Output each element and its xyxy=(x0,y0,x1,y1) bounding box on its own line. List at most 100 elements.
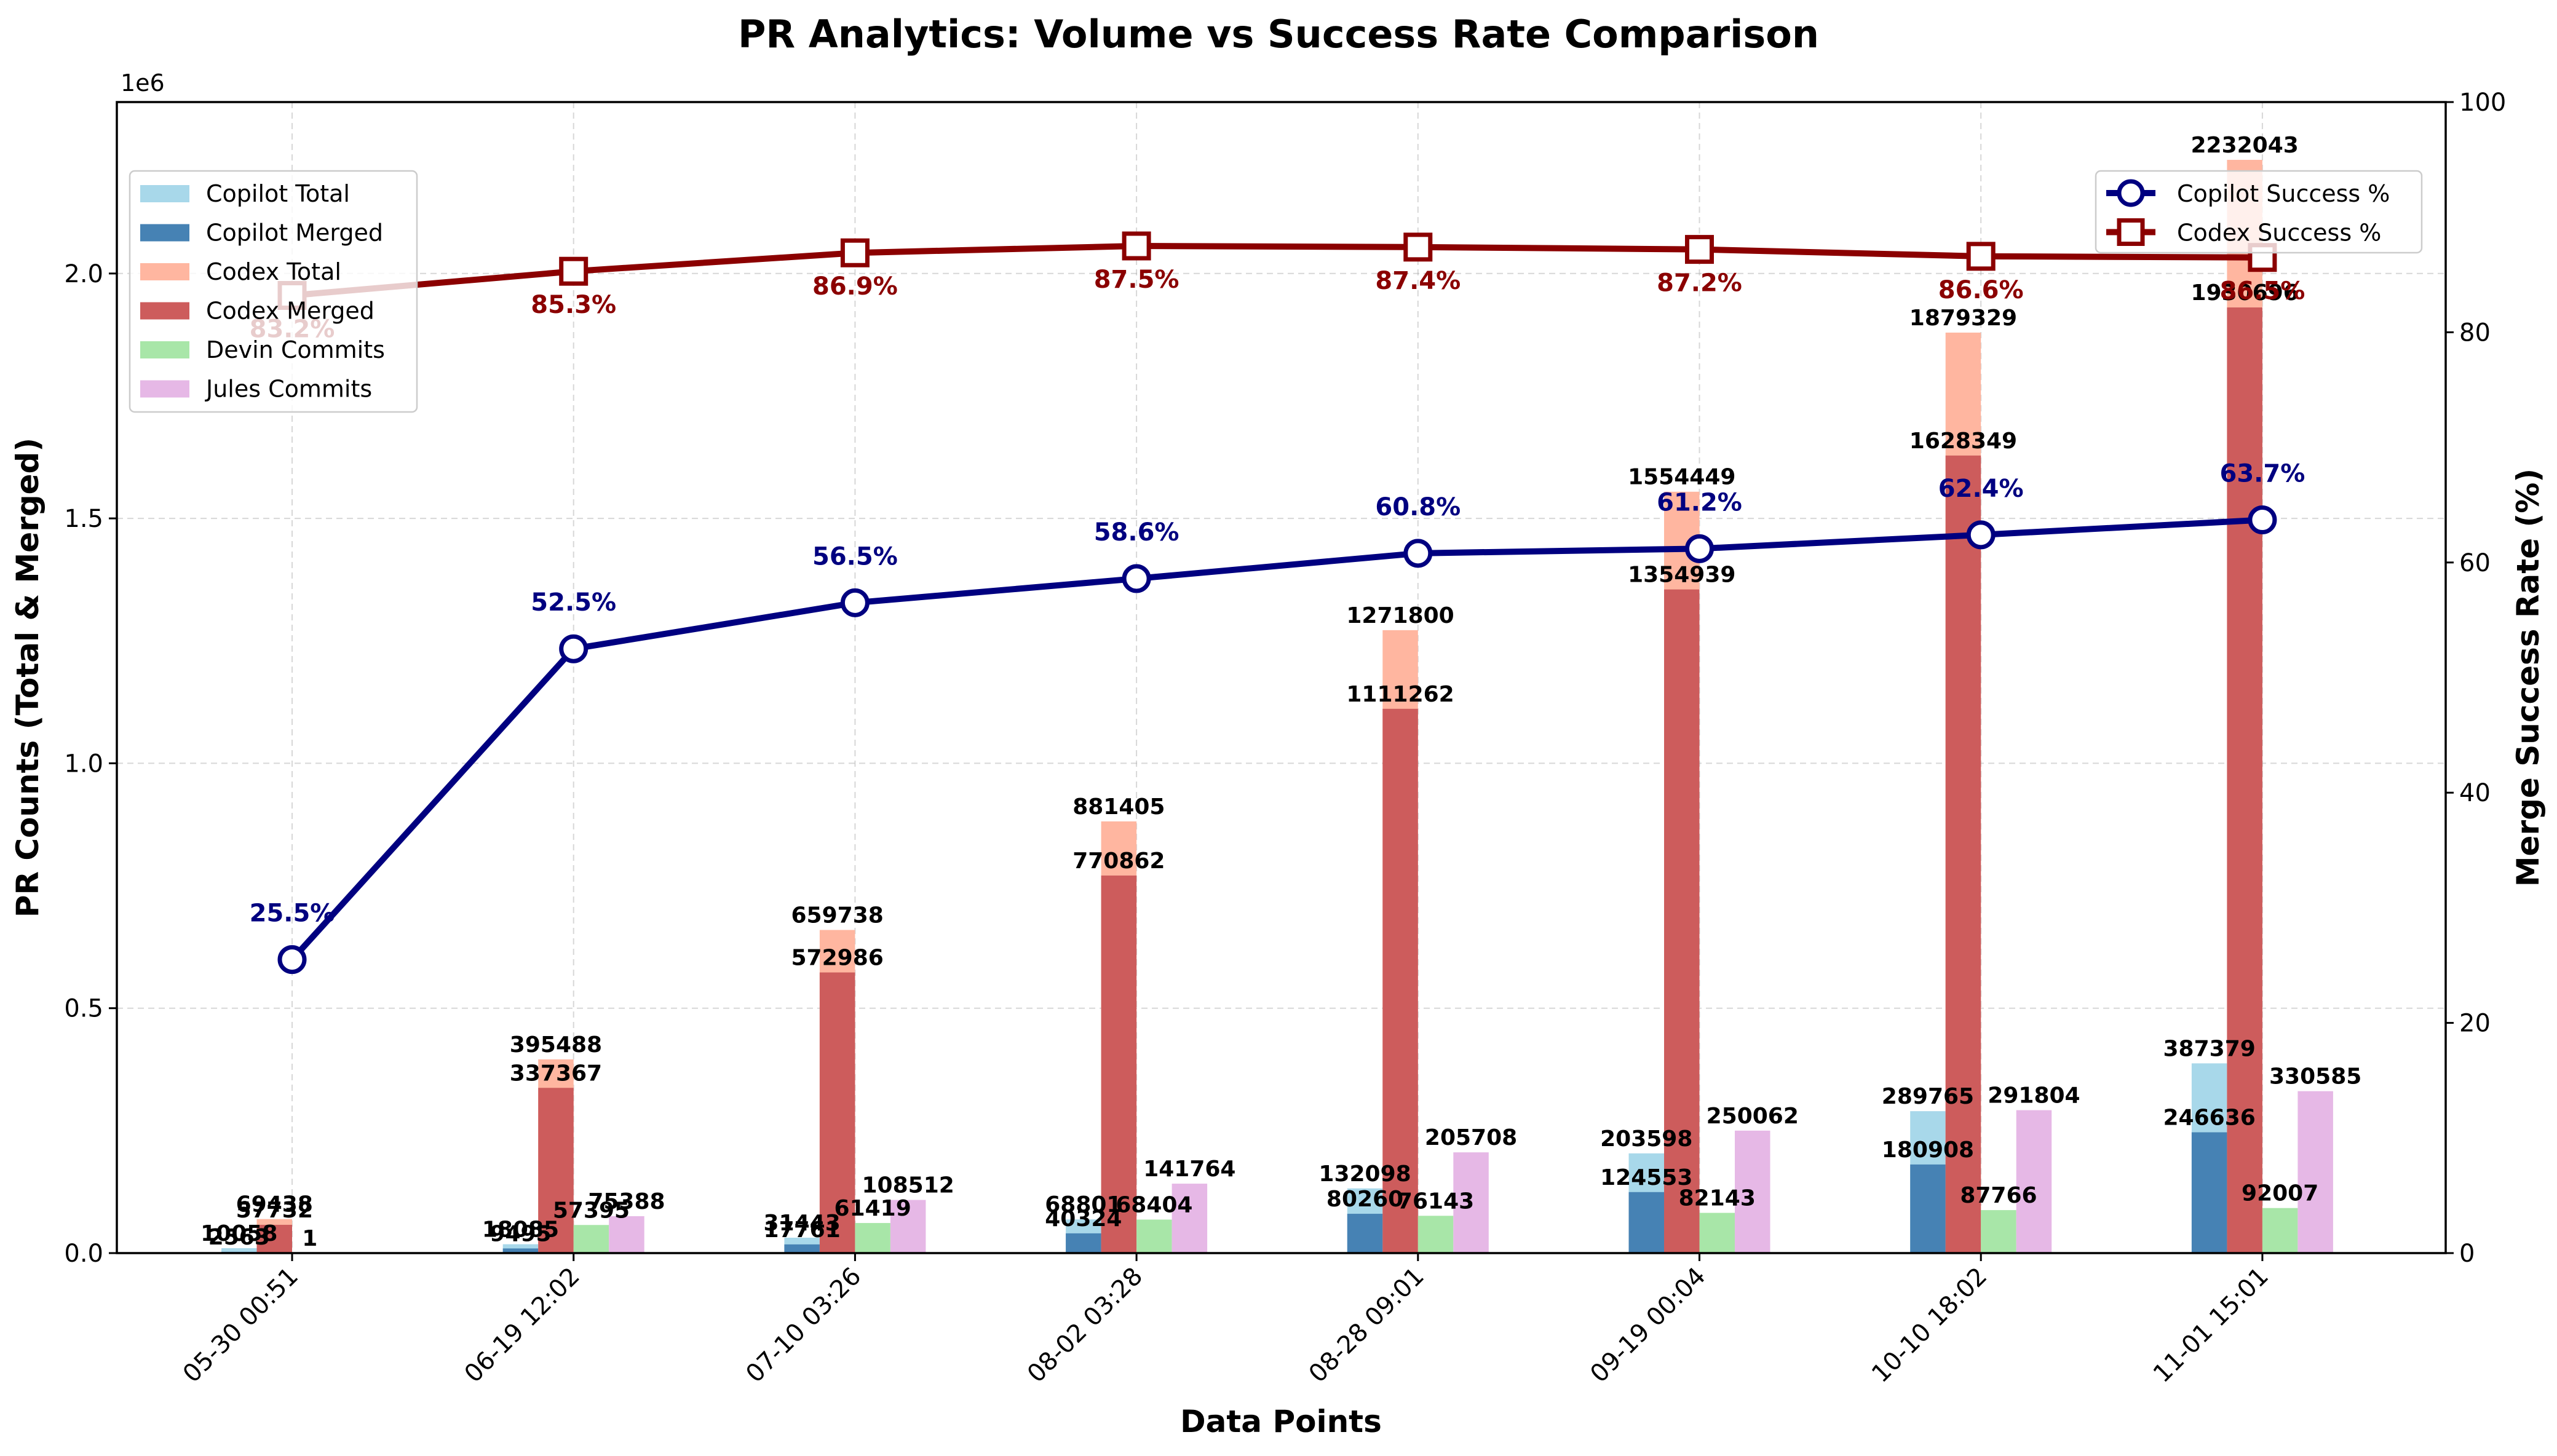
bar-value-label: 31443 xyxy=(764,1211,841,1236)
bar-devin-commits xyxy=(1981,1210,2016,1253)
left-tick-label: 2.0 xyxy=(64,260,103,288)
bar-copilot-merged xyxy=(1347,1214,1383,1253)
legend-label: Copilot Success % xyxy=(2177,180,2390,207)
right-axis-label: Merge Success Rate (%) xyxy=(2510,469,2546,887)
right-tick-label: 80 xyxy=(2459,318,2491,347)
bar-copilot-merged xyxy=(2191,1132,2227,1253)
bar-value-label: 9495 xyxy=(490,1221,551,1246)
bar-value-label: 92007 xyxy=(2242,1181,2318,1206)
bar-codex-merged xyxy=(1945,455,1981,1253)
bar-value-label: 69438 xyxy=(236,1192,313,1217)
bar-codex-merged xyxy=(538,1088,574,1253)
right-tick-label: 100 xyxy=(2459,89,2506,117)
legend-swatch xyxy=(140,341,189,358)
bar-value-label: 387379 xyxy=(2163,1036,2256,1061)
line-marker xyxy=(1966,520,1996,550)
bar-devin-commits xyxy=(573,1225,609,1253)
success-value-label: 60.8% xyxy=(1375,493,1461,521)
line-marker xyxy=(1122,564,1151,593)
bar-devin-commits xyxy=(1136,1219,1172,1253)
chart-title: PR Analytics: Volume vs Success Rate Com… xyxy=(738,12,1819,57)
left-tick-label: 0.5 xyxy=(64,995,103,1023)
bar-value-label: 87766 xyxy=(1960,1183,2037,1208)
legend-label: Codex Merged xyxy=(206,298,375,325)
bar-value-label: 1554449 xyxy=(1628,465,1735,490)
right-tick-label: 0 xyxy=(2459,1240,2475,1268)
success-value-label: 87.4% xyxy=(1375,267,1461,295)
left-axis-multiplier: 1e6 xyxy=(121,69,165,97)
plot-frame xyxy=(116,101,2447,1254)
bar-value-label: 1628349 xyxy=(1909,429,2017,454)
bar-devin-commits xyxy=(1699,1213,1735,1253)
legend-label: Copilot Total xyxy=(206,180,350,207)
bar-value-label: 246636 xyxy=(2163,1106,2256,1131)
legend-label: Codex Success % xyxy=(2177,220,2381,247)
bar-value-label: 40324 xyxy=(1045,1206,1122,1232)
bar-copilot-merged xyxy=(502,1248,539,1253)
left-tick-label: 1.5 xyxy=(64,505,103,533)
bar-codex-merged xyxy=(1664,589,1700,1253)
legend-label: Copilot Merged xyxy=(206,220,383,247)
bar-value-label: 330585 xyxy=(2269,1064,2361,1090)
bar-copilot-total xyxy=(221,1248,257,1253)
success-value-label: 87.2% xyxy=(1657,269,1742,298)
bar-devin-commits xyxy=(1417,1216,1454,1253)
bar-jules-commits xyxy=(609,1216,644,1253)
line-marker xyxy=(1685,534,1714,563)
success-value-label: 56.5% xyxy=(812,542,898,571)
line-marker xyxy=(559,634,589,663)
line-marker xyxy=(277,945,307,975)
bar-codex-merged xyxy=(819,972,855,1253)
bar-value-labels: 10058 18085 31443 68801 132098 203598 289765 38… xyxy=(200,133,2361,1251)
line-marker xyxy=(2248,505,2277,535)
success-value-label: 58.6% xyxy=(1094,518,1179,547)
bar-devin-commits xyxy=(855,1223,890,1253)
bar-value-label: 57395 xyxy=(553,1198,630,1223)
legend-lines: Copilot Success % Codex Success % xyxy=(2095,170,2423,254)
bar-value-label: 17761 xyxy=(764,1217,841,1243)
bar-value-label: 205708 xyxy=(1425,1125,1517,1150)
right-tick-label: 60 xyxy=(2459,549,2491,577)
bar-value-label: 180908 xyxy=(1882,1138,1974,1163)
bar-value-label: 10058 xyxy=(200,1221,277,1246)
bar-jules-commits xyxy=(1171,1184,1208,1253)
bar-value-label: 18085 xyxy=(482,1217,559,1243)
legend-swatch xyxy=(140,380,189,398)
bar-codex-merged xyxy=(1101,875,1137,1253)
bar-copilot-merged xyxy=(1066,1233,1101,1253)
bar-value-label: 132098 xyxy=(1318,1161,1411,1187)
success-value-label: 62.4% xyxy=(1938,475,2024,503)
bar-value-label: 68801 xyxy=(1045,1192,1122,1217)
bar-value-label: 108512 xyxy=(862,1173,954,1198)
legend-marker xyxy=(2117,218,2145,246)
bar-jules-commits xyxy=(1735,1130,1770,1253)
line-marker xyxy=(1403,539,1433,568)
left-tick-label: 1.0 xyxy=(64,750,103,778)
success-value-label: 87.5% xyxy=(1094,266,1179,294)
bar-codex-merged xyxy=(1382,708,1418,1253)
legend-label: Devin Commits xyxy=(206,336,385,363)
bar-value-label: 1354939 xyxy=(1628,563,1735,588)
legend-label: Codex Total xyxy=(206,258,341,285)
bar-value-label: 141764 xyxy=(1143,1157,1235,1182)
bar-value-label: 68404 xyxy=(1116,1193,1192,1218)
success-value-label: 63.7% xyxy=(2220,460,2305,488)
legend-swatch xyxy=(140,302,189,320)
right-tick-label: 40 xyxy=(2459,779,2491,807)
bar-value-label: 2232043 xyxy=(2190,133,2298,158)
bar-value-label: 2563 xyxy=(208,1225,270,1250)
bar-value-label: 770862 xyxy=(1072,849,1165,874)
right-tick-label: 20 xyxy=(2459,1010,2491,1038)
legend-swatch xyxy=(140,185,189,202)
bar-jules-commits xyxy=(1453,1152,1489,1253)
bar-value-label: 337367 xyxy=(510,1061,602,1086)
bar-value-label: 76143 xyxy=(1397,1189,1474,1214)
success-value-label: 61.2% xyxy=(1657,488,1742,516)
line-marker xyxy=(1685,235,1714,264)
bar-copilot-merged xyxy=(1910,1164,1946,1253)
bar-jules-commits xyxy=(2016,1110,2052,1253)
bar-value-label: 572986 xyxy=(791,946,884,971)
success-value-label: 86.6% xyxy=(1938,276,2024,304)
bar-value-label: 80260 xyxy=(1326,1187,1403,1212)
